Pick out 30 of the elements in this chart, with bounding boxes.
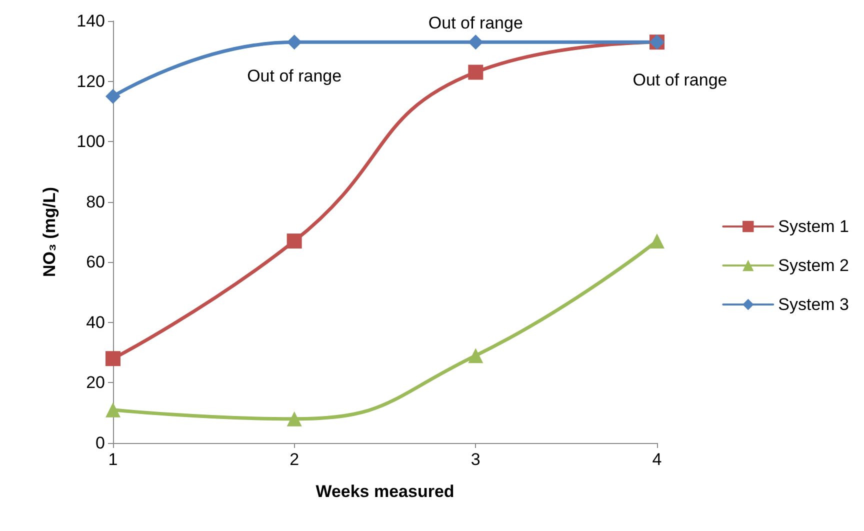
x-tick-label: 4 — [652, 450, 662, 469]
point — [468, 64, 484, 80]
point — [286, 34, 302, 50]
point — [106, 402, 120, 418]
point — [468, 34, 484, 50]
y-tick-label: 20 — [86, 373, 105, 392]
point — [468, 348, 484, 364]
x-tick-label: 1 — [108, 450, 118, 469]
x-axis-title: Weeks measured — [316, 482, 454, 501]
annotation: Out of range — [632, 70, 728, 90]
annotation: Out of range — [247, 66, 342, 86]
y-axis-title: NO₃ (mg/L) — [40, 186, 59, 278]
y-tick-label: 120 — [76, 72, 105, 91]
x-tick-label: 3 — [470, 450, 480, 469]
legend-label: System 3 — [778, 295, 850, 314]
y-tick-label: 40 — [86, 312, 105, 332]
y-tick-label: 140 — [76, 12, 105, 30]
y-tick-label: 0 — [96, 434, 105, 452]
legend-label: System 1 — [778, 217, 850, 236]
legend-label: System 2 — [778, 256, 850, 275]
x-tick-label: 2 — [290, 450, 300, 469]
point — [106, 88, 120, 104]
y-tick-label: 60 — [86, 252, 105, 272]
point — [286, 411, 302, 426]
point — [650, 234, 664, 249]
point — [286, 234, 302, 249]
point — [106, 351, 120, 366]
y-tick-label: 100 — [76, 132, 105, 152]
y-tick-label: 80 — [86, 192, 105, 212]
annotation: Out of range — [428, 14, 523, 33]
